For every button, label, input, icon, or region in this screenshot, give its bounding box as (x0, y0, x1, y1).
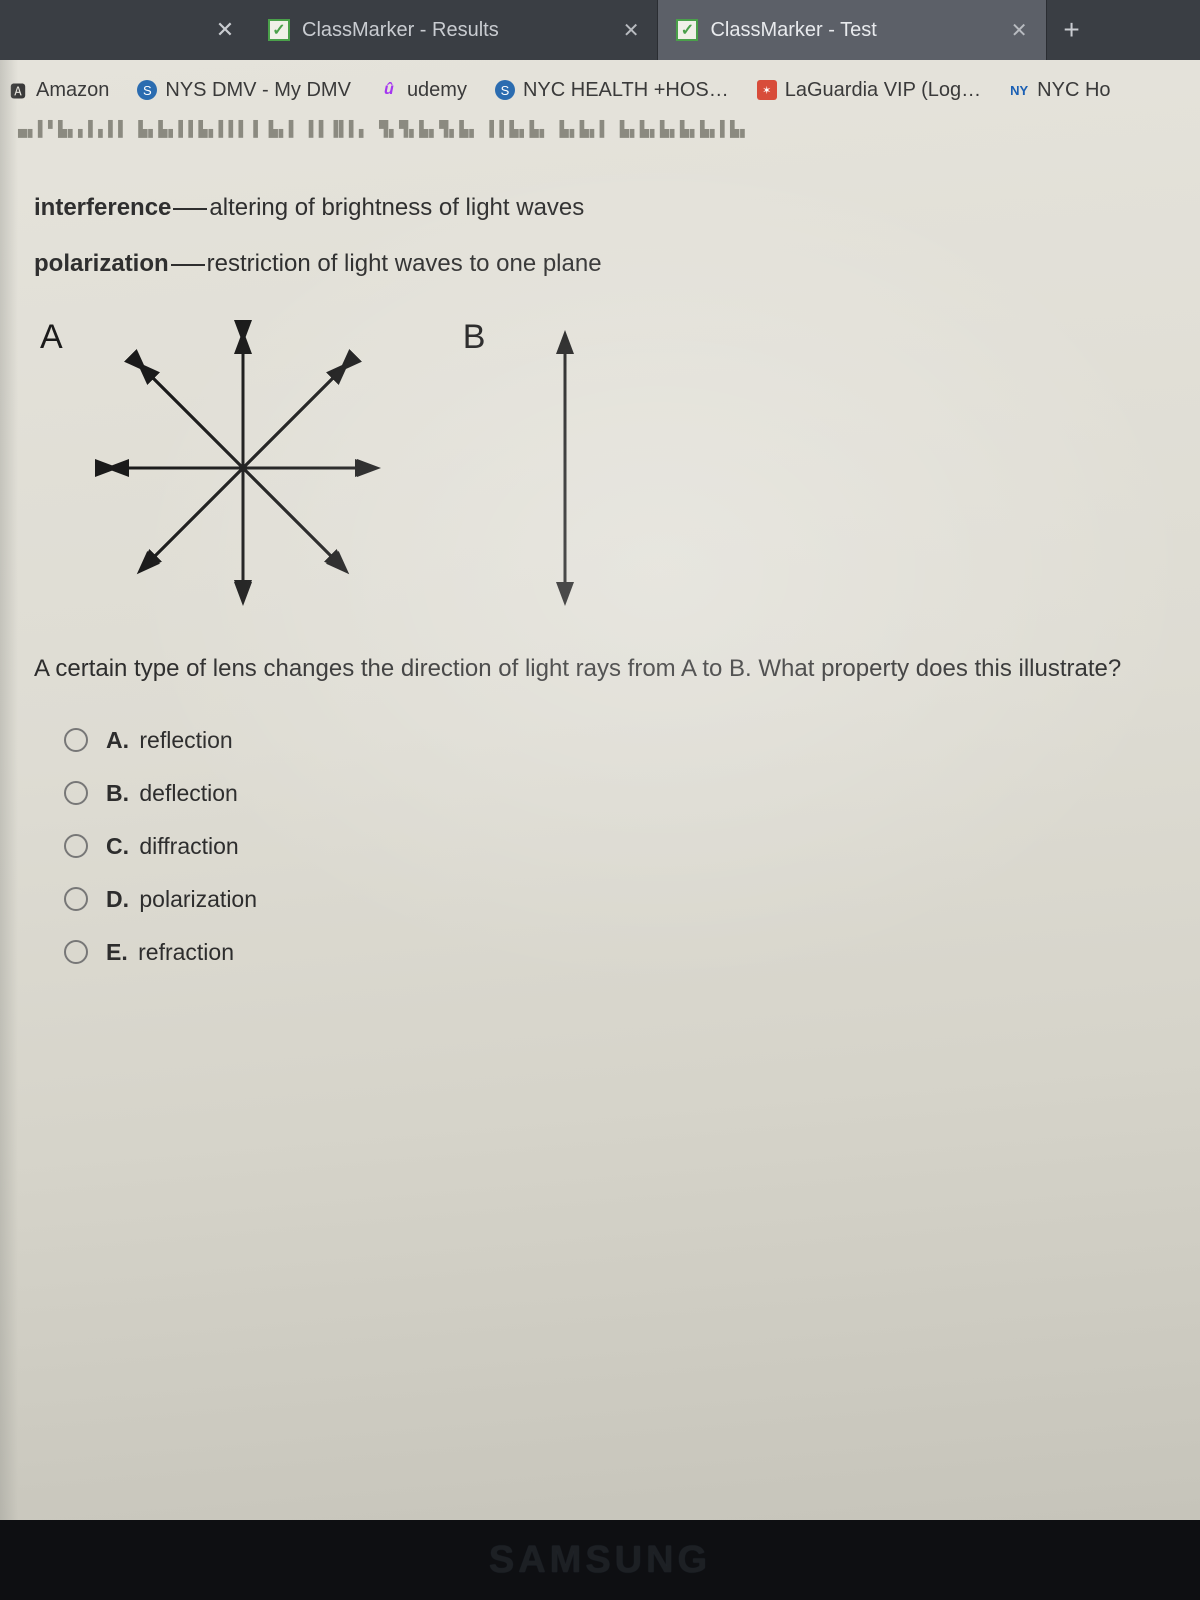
classmarker-icon: ✓ (268, 19, 290, 41)
radio-icon[interactable] (64, 887, 88, 911)
question-text: A certain type of lens changes the direc… (34, 652, 1170, 687)
definition-text: restriction of light waves to one plane (207, 250, 602, 277)
option-text: deflection (139, 780, 237, 806)
radio-icon[interactable] (64, 781, 88, 805)
bookmark-nyc-health[interactable]: S NYC HEALTH +HOS… (495, 79, 729, 102)
nyc-icon: NY (1009, 80, 1029, 100)
diagram-a: A (40, 318, 403, 618)
tab-title: ClassMarker - Test (710, 19, 876, 42)
starburst-diagram (83, 318, 403, 618)
new-tab-button[interactable]: + (1047, 0, 1097, 60)
option-a[interactable]: A. reflection (64, 727, 1170, 754)
bookmark-label: NYC HEALTH +HOS… (523, 79, 729, 102)
radio-icon[interactable] (64, 834, 88, 858)
question-content: interference altering of brightness of li… (0, 156, 1200, 966)
bookmark-amazon[interactable]: 🅰 Amazon (8, 79, 109, 102)
bookmark-label: NYC Ho (1037, 79, 1110, 102)
radio-icon[interactable] (64, 940, 88, 964)
term: polarization (34, 250, 169, 277)
browser-tabstrip: ✕ ✓ ClassMarker - Results ✕ ✓ ClassMarke… (0, 0, 1200, 60)
option-letter: E. (106, 939, 128, 965)
option-text: polarization (139, 886, 257, 912)
close-icon[interactable]: ✕ (1011, 18, 1028, 43)
option-text: reflection (139, 727, 232, 753)
diagram-label-a: A (40, 318, 63, 357)
option-text: diffraction (139, 833, 238, 859)
bookmark-udemy[interactable]: û udemy (379, 79, 467, 102)
definition-text: altering of brightness of light waves (209, 194, 584, 221)
udemy-icon: û (379, 80, 399, 100)
cutoff-text: ▄▖▌▘▙▖▖▌▖▌▌ ▙▖▙▖▌▌▙▖▌▌▌▐ ▙▖▌ ▌▌▐▌▌▖ ▜▖▜▖… (0, 120, 1200, 156)
diagram-label-b: B (463, 318, 486, 357)
bookmark-nys-dmv[interactable]: S NYS DMV - My DMV (137, 79, 351, 102)
samsung-logo: SAMSUNG (489, 1539, 711, 1582)
option-b[interactable]: B. deflection (64, 780, 1170, 807)
tab-classmarker-results[interactable]: ✓ ClassMarker - Results ✕ (250, 0, 658, 60)
option-e[interactable]: E. refraction (64, 939, 1170, 966)
monitor-bezel: SAMSUNG (0, 1520, 1200, 1600)
definition-interference: interference altering of brightness of li… (34, 194, 1170, 222)
diagram-b: B (463, 318, 626, 618)
laguardia-icon: ✶ (757, 80, 777, 100)
bookmark-label: LaGuardia VIP (Log… (785, 79, 981, 102)
bookmark-label: Amazon (36, 79, 109, 102)
option-text: refraction (138, 939, 234, 965)
photo-vignette (0, 60, 18, 1520)
bookmark-label: udemy (407, 79, 467, 102)
bookmarks-bar: 🅰 Amazon S NYS DMV - My DMV û udemy S NY… (0, 60, 1200, 120)
classmarker-icon: ✓ (676, 19, 698, 41)
term: interference (34, 194, 171, 221)
diagram-container: A (40, 318, 1170, 618)
close-icon[interactable]: ✕ (623, 18, 640, 43)
option-letter: D. (106, 886, 129, 912)
option-letter: C. (106, 833, 129, 859)
tab-classmarker-test[interactable]: ✓ ClassMarker - Test ✕ (658, 0, 1046, 60)
bookmark-label: NYS DMV - My DMV (165, 79, 351, 102)
radio-icon[interactable] (64, 728, 88, 752)
globe-icon: S (137, 80, 157, 100)
option-c[interactable]: C. diffraction (64, 833, 1170, 860)
bookmark-laguardia[interactable]: ✶ LaGuardia VIP (Log… (757, 79, 981, 102)
bookmark-nyc-ho[interactable]: NY NYC Ho (1009, 79, 1110, 102)
globe-icon: S (495, 80, 515, 100)
option-letter: A. (106, 727, 129, 753)
vertical-arrow-diagram (505, 318, 625, 618)
close-icon[interactable]: ✕ (200, 0, 250, 60)
definition-polarization: polarization restriction of light waves t… (34, 250, 1170, 278)
page-viewport: 🅰 Amazon S NYS DMV - My DMV û udemy S NY… (0, 60, 1200, 1520)
option-letter: B. (106, 780, 129, 806)
tab-title: ClassMarker - Results (302, 19, 499, 42)
answer-options: A. reflection B. deflection C. diffracti… (64, 727, 1170, 966)
option-d[interactable]: D. polarization (64, 886, 1170, 913)
